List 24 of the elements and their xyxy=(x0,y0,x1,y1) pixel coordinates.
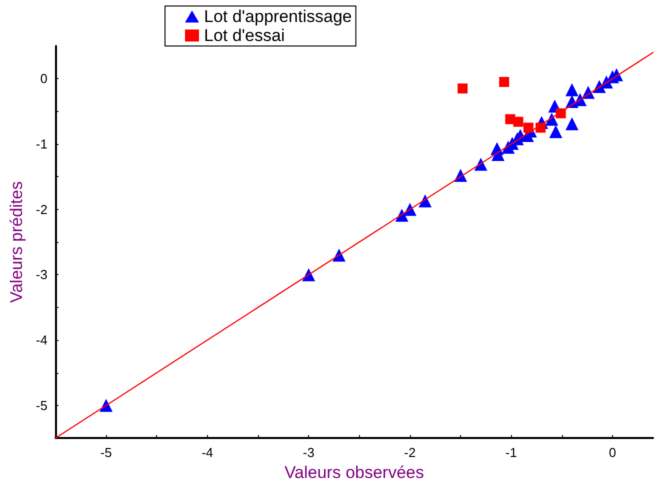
y-tick-label: -3 xyxy=(36,267,48,282)
x-tick-label: -1 xyxy=(505,445,517,460)
y-tick-label: -1 xyxy=(36,136,48,152)
point xyxy=(418,194,432,208)
legend-label: Lot d'essai xyxy=(204,26,285,45)
point xyxy=(523,122,534,133)
point xyxy=(565,117,578,130)
x-axis-title: Valeurs observées xyxy=(284,463,424,482)
y-tick-label: -5 xyxy=(36,398,48,413)
point xyxy=(458,83,468,94)
legend-label: Lot d'apprentissage xyxy=(204,7,352,26)
x-tick-label: -2 xyxy=(404,445,416,460)
y-tick-label: 0 xyxy=(40,71,48,86)
point xyxy=(549,125,562,138)
point xyxy=(499,76,510,87)
y-tick-label: -2 xyxy=(36,202,48,217)
x-tick-label: -3 xyxy=(302,445,314,460)
y-tick-label: -4 xyxy=(36,332,48,348)
x-tick-label: 0 xyxy=(608,445,616,460)
point xyxy=(513,116,524,127)
point xyxy=(565,83,578,96)
y-axis-title: Valeurs prédites xyxy=(7,181,26,303)
x-tick-label: -4 xyxy=(202,445,214,460)
x-tick-label: -5 xyxy=(100,445,112,460)
